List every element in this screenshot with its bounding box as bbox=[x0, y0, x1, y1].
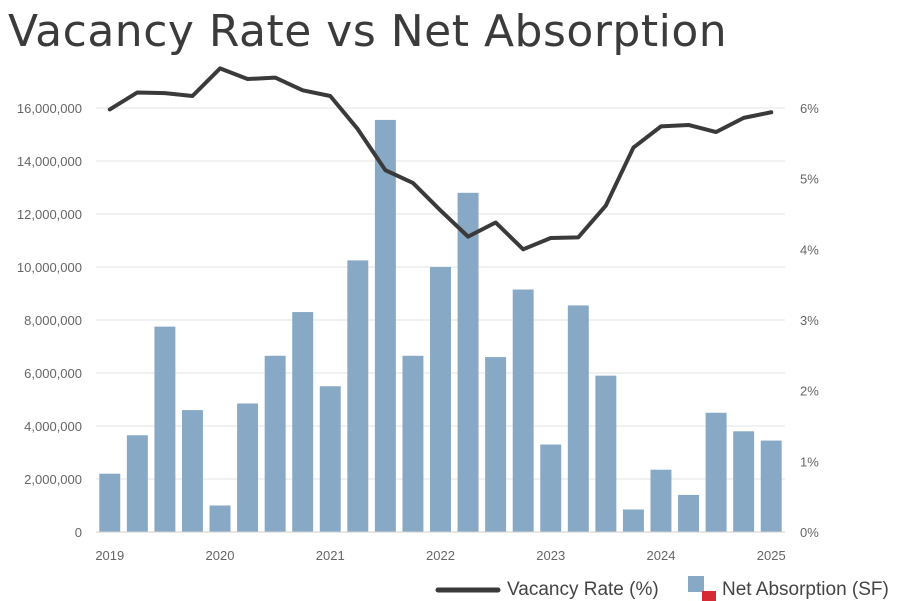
vacancy-rate-point bbox=[273, 76, 277, 80]
y-right-tick-label: 6% bbox=[800, 101, 819, 116]
vacancy-rate-point bbox=[218, 66, 222, 70]
bar-net-absorption bbox=[567, 305, 589, 532]
vacancy-rate-point bbox=[466, 235, 470, 239]
bar-net-absorption bbox=[678, 494, 700, 532]
vacancy-rate-point bbox=[108, 107, 112, 111]
vacancy-rate-point bbox=[714, 130, 718, 134]
bar-net-absorption bbox=[154, 326, 176, 532]
x-tick-label: 2024 bbox=[647, 548, 676, 563]
x-tick-label: 2019 bbox=[95, 548, 124, 563]
bar-net-absorption bbox=[264, 355, 286, 532]
vacancy-rate-point bbox=[521, 247, 525, 251]
bar-net-absorption bbox=[733, 431, 755, 532]
bar-net-absorption bbox=[512, 289, 534, 532]
vacancy-rate-point bbox=[246, 77, 250, 81]
vacancy-rate-point bbox=[494, 220, 498, 224]
axes: 0 2,000,000 4,000,000 6,000,000 8,000,000 10,… bbox=[17, 101, 819, 563]
bar-net-absorption bbox=[209, 505, 231, 532]
x-tick-label: 2021 bbox=[316, 548, 345, 563]
y-right-tick-label: 2% bbox=[800, 384, 819, 399]
vacancy-rate-point bbox=[439, 208, 442, 212]
vacancy-rate-line bbox=[107, 66, 774, 252]
vacancy-rate-point bbox=[301, 88, 305, 92]
bar-series-net-absorption bbox=[99, 119, 782, 533]
x-tick-label: 2023 bbox=[536, 548, 565, 563]
y-left-tick-label: 12,000,000 bbox=[17, 207, 82, 222]
vacancy-rate-point bbox=[549, 236, 553, 240]
bar-net-absorption bbox=[181, 410, 203, 532]
bar-net-absorption bbox=[292, 312, 314, 532]
bar-net-absorption bbox=[705, 412, 727, 532]
bar-net-absorption bbox=[760, 440, 782, 532]
legend: Vacancy Rate (%) Net Absorption (SF) bbox=[435, 576, 889, 601]
vacancy-rate-point bbox=[687, 123, 691, 127]
bar-net-absorption bbox=[430, 267, 451, 532]
bar-net-absorption bbox=[347, 260, 369, 532]
y-left-tick-label: 10,000,000 bbox=[17, 260, 82, 275]
y-left-tick-label: 2,000,000 bbox=[24, 472, 82, 487]
vacancy-rate-point bbox=[356, 127, 360, 131]
bar-net-absorption bbox=[650, 469, 672, 532]
vacancy-rate-point bbox=[328, 94, 332, 98]
bar-net-absorption bbox=[374, 119, 396, 533]
x-tick-label: 2020 bbox=[206, 548, 235, 563]
x-tick-label: 2025 bbox=[757, 548, 786, 563]
y-right-tick-label: 5% bbox=[800, 172, 819, 187]
y-left-tick-label: 8,000,000 bbox=[24, 313, 82, 328]
y-left-tick-label: 4,000,000 bbox=[24, 419, 82, 434]
y-right-tick-label: 4% bbox=[800, 242, 819, 257]
bar-net-absorption bbox=[622, 509, 644, 532]
vacancy-rate-point bbox=[135, 90, 139, 94]
legend-bar-swatch-accent bbox=[702, 591, 716, 601]
vacancy-rate-point bbox=[769, 110, 773, 114]
vacancy-rate-point bbox=[190, 94, 194, 98]
y-left-tick-label: 0 bbox=[75, 525, 82, 540]
bar-net-absorption bbox=[319, 386, 341, 532]
bar-net-absorption bbox=[485, 357, 507, 532]
y-left-tick-label: 14,000,000 bbox=[17, 154, 82, 169]
vacancy-rate-point bbox=[576, 235, 580, 239]
legend-label-net-absorption: Net Absorption (SF) bbox=[722, 579, 889, 600]
y-left-tick-label: 6,000,000 bbox=[24, 366, 82, 381]
vacancy-rate-point bbox=[742, 116, 746, 120]
y-right-tick-label: 1% bbox=[800, 454, 819, 469]
y-right-tick-label: 0% bbox=[800, 525, 819, 540]
vacancy-rate-point bbox=[659, 124, 663, 128]
vacancy-rate-point bbox=[163, 91, 167, 95]
bar-net-absorption bbox=[595, 375, 617, 532]
vacancy-rate-point bbox=[604, 204, 608, 208]
bar-net-absorption bbox=[457, 192, 479, 533]
vacancy-rate-point bbox=[383, 168, 387, 172]
vacancy-rate-point bbox=[631, 146, 635, 150]
bar-net-absorption bbox=[99, 473, 121, 532]
y-left-tick-label: 16,000,000 bbox=[17, 101, 82, 116]
bar-net-absorption bbox=[540, 444, 562, 532]
vacancy-rate-point bbox=[411, 181, 415, 185]
legend-label-vacancy-rate: Vacancy Rate (%) bbox=[507, 579, 659, 600]
bar-net-absorption bbox=[402, 355, 424, 532]
chart-title: Vacancy Rate vs Net Absorption bbox=[8, 6, 728, 57]
legend-bar-swatch bbox=[688, 576, 704, 592]
line-series-vacancy-rate bbox=[107, 66, 774, 252]
bar-net-absorption bbox=[126, 435, 148, 532]
x-tick-label: 2022 bbox=[426, 548, 455, 563]
bar-net-absorption bbox=[237, 403, 259, 532]
y-right-tick-label: 3% bbox=[800, 313, 819, 328]
